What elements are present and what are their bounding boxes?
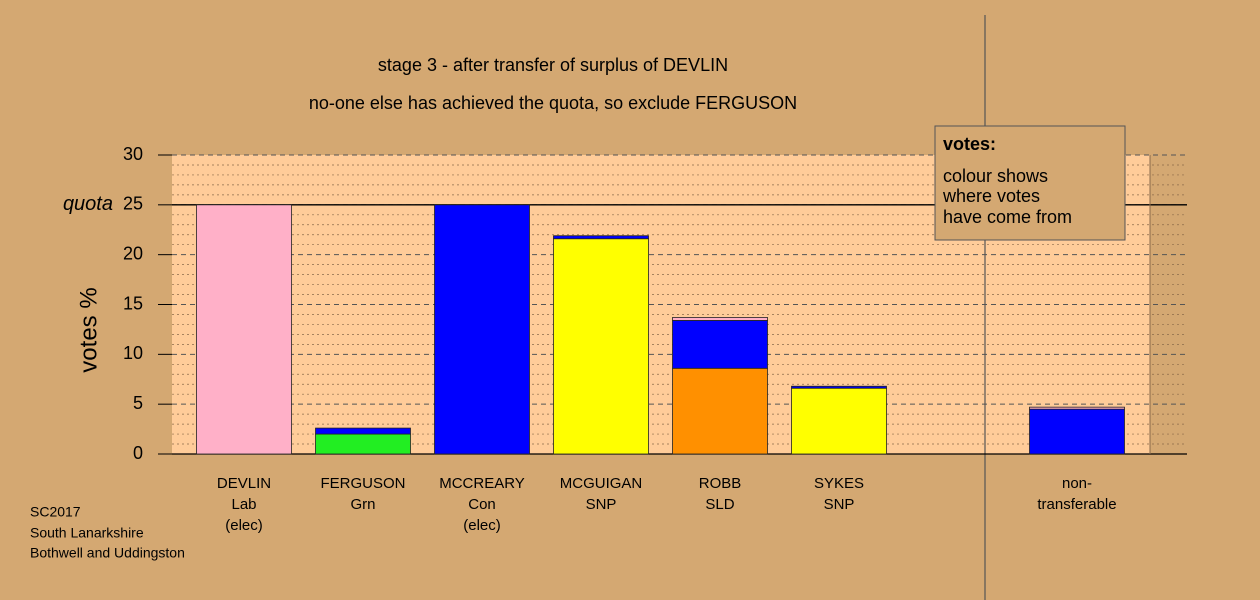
bar-segment: [196, 204, 292, 455]
bar-segment: [1029, 408, 1125, 455]
legend: votes: colour shows where votes have com…: [934, 125, 1126, 241]
chart-subtitle: no-one else has achieved the quota, so e…: [309, 93, 797, 113]
x-tick-label: ROBB: [699, 475, 742, 492]
bar-segment: [553, 235, 649, 240]
y-tick-label: 25: [123, 194, 143, 214]
x-tick-label: Lab: [231, 496, 256, 513]
x-tick-label: FERGUSON: [320, 475, 405, 492]
bar-segment: [672, 367, 768, 455]
legend-box: [934, 125, 1126, 241]
y-tick-label: 30: [123, 144, 143, 164]
bar-segment: [791, 385, 887, 389]
x-tick-label: Con: [468, 496, 496, 513]
legend-text: where votes: [942, 186, 1040, 206]
note: SC2017: [30, 504, 81, 520]
y-tick-label: 10: [123, 343, 143, 363]
bar-segment: [553, 238, 649, 455]
x-tick-label: MCGUIGAN: [560, 475, 643, 492]
y-tick-label: 20: [123, 243, 143, 263]
x-tick-label: SLD: [705, 496, 734, 513]
x-tick-label: transferable: [1037, 496, 1116, 513]
x-tick-label: SNP: [824, 496, 855, 513]
x-tick-label: (elec): [225, 517, 263, 534]
quota-label: quota: [63, 193, 113, 215]
y-tick-label: 0: [133, 443, 143, 463]
bar-segment: [434, 204, 530, 455]
x-tick-label: Grn: [350, 496, 375, 513]
y-tick-label: 5: [133, 393, 143, 413]
x-tick-label: (elec): [463, 517, 501, 534]
bar-segment: [672, 317, 768, 321]
bar-segment: [1029, 406, 1125, 410]
bar-segment: [672, 320, 768, 369]
legend-title: votes:: [943, 134, 996, 154]
x-tick-label: non-: [1062, 475, 1092, 492]
legend-text: colour shows: [943, 166, 1048, 186]
bar-segment: [315, 427, 411, 435]
legend-text: have come from: [943, 207, 1072, 227]
x-tick-label: MCCREARY: [439, 475, 525, 492]
x-tick-label: DEVLIN: [217, 475, 271, 492]
chart-title: stage 3 - after transfer of surplus of D…: [378, 55, 728, 75]
y-axis-label: votes %: [75, 287, 102, 372]
x-tick-label: SNP: [586, 496, 617, 513]
y-tick-label: 15: [123, 293, 143, 313]
x-tick-label: SYKES: [814, 475, 864, 492]
bar-segment: [315, 433, 411, 455]
note: South Lanarkshire: [30, 525, 144, 541]
bar-segment: [791, 387, 887, 455]
note: Bothwell and Uddingston: [30, 545, 185, 561]
